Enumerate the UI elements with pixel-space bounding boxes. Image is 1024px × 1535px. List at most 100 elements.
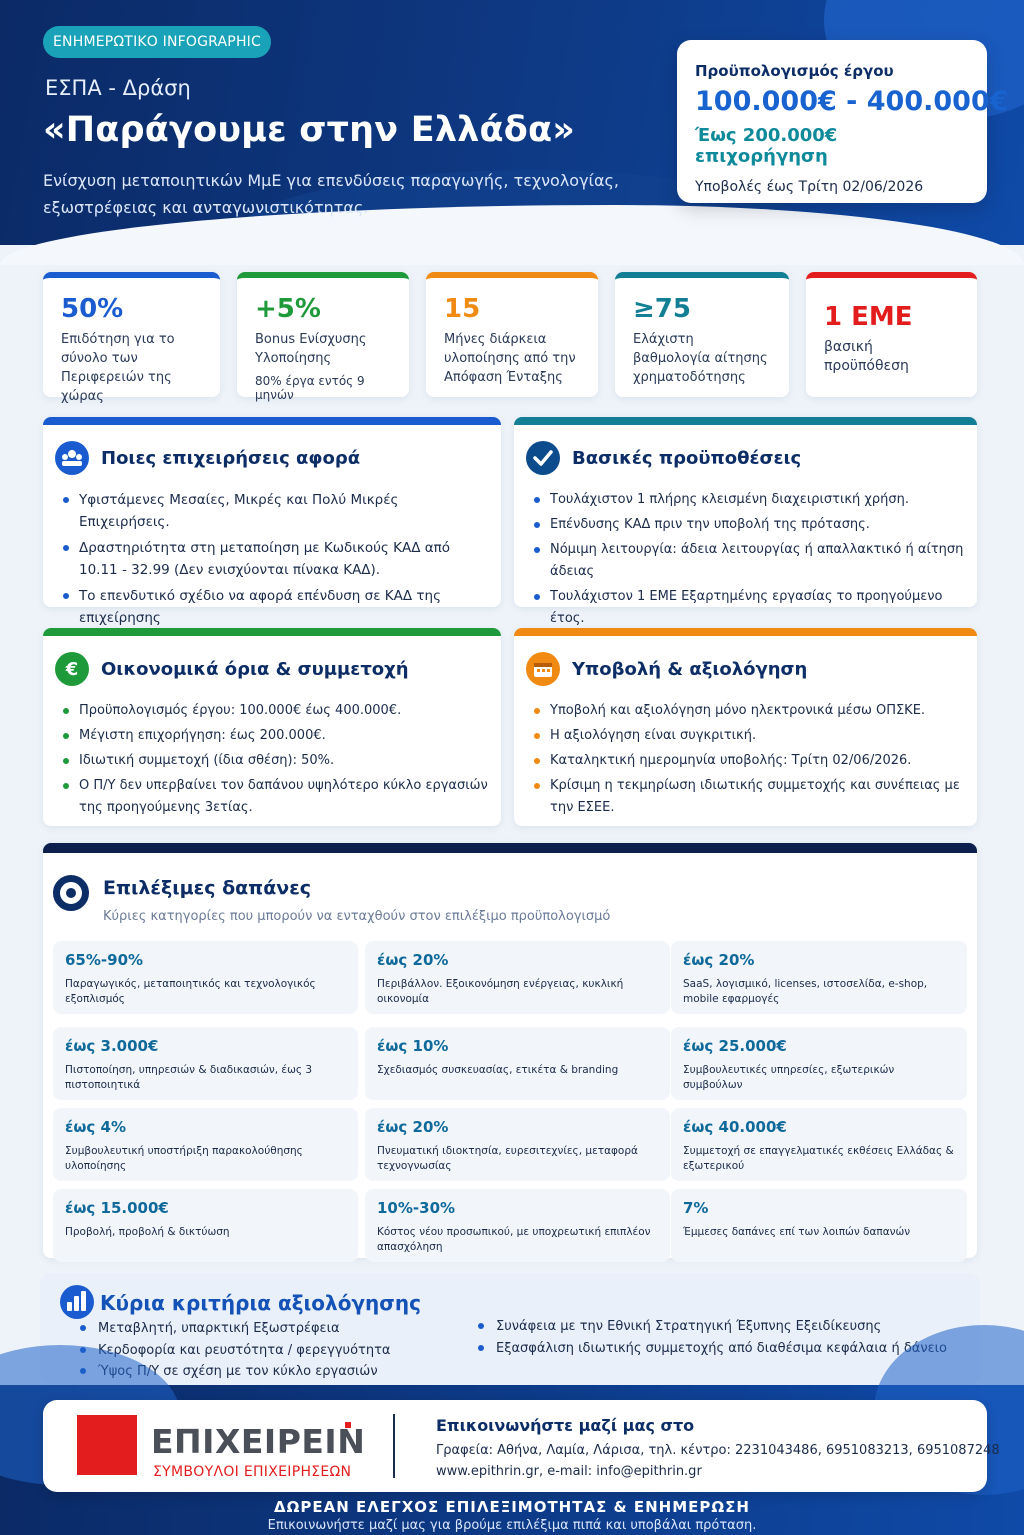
expense-item: έως 3.000€ Πιστοποίηση, υπηρεσιών & διαδ… [53, 1027, 358, 1100]
expense-value: έως 25.000€ [683, 1037, 787, 1055]
expense-item: 10%-30% Κόστος νέου προσωπικού, με υποχρ… [365, 1189, 670, 1262]
list-item: Τουλάχιστον 1 ΕΜΕ Εξαρτημένης εργασίας τ… [532, 586, 965, 630]
criteria-list-right: Συνάφεια με την Εθνική Στρατηγική Έξυπνη… [474, 1316, 947, 1359]
stat-value: 1 ΕΜΕ [824, 302, 913, 332]
expenses-title: Επιλέξιμες δαπάνες [103, 877, 312, 899]
expense-value: έως 3.000€ [65, 1037, 159, 1055]
list-item: Η αξιολόγηση είναι συγκριτική. [532, 725, 965, 747]
list-item: Δραστηριότητα στη μεταποίηση με Κωδικούς… [61, 537, 489, 581]
expense-value: 10%-30% [377, 1199, 456, 1217]
calendar-icon [526, 652, 560, 686]
expense-desc: Συμμετοχή σε επαγγελματικές εκθέσεις Ελλ… [683, 1145, 954, 1172]
list-item: Νόμιμη λειτουργία: άδεια λειτουργίας ή α… [532, 539, 965, 583]
stat-desc: Επιδότηση για το σύνολο των Περιφερειών … [61, 332, 175, 404]
expense-value: έως 20% [683, 951, 755, 969]
criteria-panel: Κύρια κριτήρια αξιολόγησης Μεταβλητή, υπ… [40, 1273, 980, 1385]
people-icon [55, 441, 89, 475]
card-title: Οικονομικά όρια & συμμετοχή [101, 658, 409, 680]
card-who: Ποιες επιχειρήσεις αφορά Υφιστάμενες Μεσ… [43, 417, 501, 626]
expense-item: έως 20% Πνευματική ιδιοκτησία, ευρεσιτεχ… [365, 1108, 670, 1181]
expense-item: έως 25.000€ Συμβουλευτικές υπηρεσίες, εξ… [671, 1027, 967, 1100]
stat-desc: Bonus Ενίσχυσης Υλοποίησης [255, 332, 367, 366]
hero-description: Ενίσχυση μεταποιητικών ΜμΕ για επενδύσει… [43, 171, 619, 217]
card-title: Υποβολή & αξιολόγηση [572, 658, 808, 680]
stat-desc: βασική προϋπόθεση [824, 339, 909, 374]
euro-icon: € [55, 652, 89, 686]
list-item: Μεταβλητή, υπαρκτική Εξωστρέφεια [76, 1318, 391, 1340]
expense-item: 65%-90% Παραγωγικός, μεταποιητικός και τ… [53, 941, 358, 1014]
cta-headline: ΔΩΡΕΑΝ ΕΛΕΓΧΟΣ ΕΠΙΛΕΞΙΜΟΤΗΤΑΣ & ΕΝΗΜΕΡΩΣ… [274, 1498, 750, 1516]
expense-desc: Πνευματική ιδιοκτησία, ευρεσιτεχνίες, με… [377, 1145, 638, 1172]
expense-item: έως 4% Συμβουλευτική υποστήριξη παρακολο… [53, 1108, 358, 1181]
expense-desc: Κόστος νέου προσωπικού, με υποχρεωτική ε… [377, 1226, 651, 1253]
expenses-subtitle: Κύριες κατηγορίες που μπορούν να ενταχθο… [103, 909, 611, 924]
list-item: Προϋπολογισμός έργου: 100.000€ έως 400.0… [61, 700, 489, 722]
gear-icon [53, 875, 89, 911]
expense-desc: Συμβουλευτικές υπηρεσίες, εξωτερικών συμ… [683, 1064, 895, 1091]
expense-value: έως 15.000€ [65, 1199, 169, 1217]
card-title: Βασικές προϋποθέσεις [572, 447, 802, 469]
card-finance: € Οικονομικά όρια & συμμετοχή Προϋπολογι… [43, 628, 501, 826]
expense-item: έως 40.000€ Συμμετοχή σε επαγγελματικές … [671, 1108, 967, 1181]
stat-value: 15 [444, 294, 481, 324]
criteria-list-left: Μεταβλητή, υπαρκτική Εξωστρέφεια Κερδοφο… [76, 1318, 391, 1383]
list-item: Υποβολή και αξιολόγηση μόνο ηλεκτρονικά … [532, 700, 965, 722]
budget-label: Προϋπολογισμός έργου [695, 62, 894, 80]
bar-chart-icon [60, 1285, 94, 1319]
company-logo-name: ΕΠΙΧΕΙΡΕΙΝ [151, 1422, 366, 1461]
stat-card-subsidy: 50% Επιδότηση για το σύνολο των Περιφερε… [43, 272, 220, 404]
card-list: Τουλάχιστον 1 πλήρης κλεισμένη διαχειρισ… [532, 489, 965, 630]
expense-value: έως 40.000€ [683, 1118, 787, 1136]
program-label: ΕΣΠΑ - Δράση [45, 76, 191, 100]
contact-title: Επικοινωνήστε μαζί μας στο [436, 1416, 695, 1435]
expense-value: έως 10% [377, 1037, 449, 1055]
list-item: Καταληκτική ημερομηνία υποβολής: Τρίτη 0… [532, 750, 965, 772]
expense-value: έως 20% [377, 1118, 449, 1136]
card-title: Ποιες επιχειρήσεις αφορά [101, 447, 361, 469]
expense-desc: Έμμεσες δαπάνες επί των λοιπών δαπανών [683, 1226, 911, 1238]
expense-desc: SaaS, λογισμικό, licenses, ιστοσελίδα, e… [683, 978, 928, 1005]
expense-desc: Πιστοποίηση, υπηρεσιών & διαδικασιών, έω… [65, 1064, 313, 1091]
card-submission: Υποβολή & αξιολόγηση Υποβολή και αξιολόγ… [514, 628, 977, 826]
stat-value: 50% [61, 294, 124, 324]
expense-value: 65%-90% [65, 951, 144, 969]
expense-value: έως 20% [377, 951, 449, 969]
cta-subline: Επικοινωνήστε μαζί μας για βρούμε επιλέξ… [267, 1518, 757, 1533]
card-list: Υποβολή και αξιολόγηση μόνο ηλεκτρονικά … [532, 700, 965, 819]
list-item: Κρίσιμη η τεκμηρίωση ιδιωτικής συμμετοχή… [532, 775, 965, 819]
expense-desc: Παραγωγικός, μεταποιητικός και τεχνολογι… [65, 978, 316, 1005]
contact-card: ΕΠΙΧΕΙΡΕΙΝ ΣΥΜΒΟΥΛΟΙ ΕΠΙΧΕΙΡΗΣΕΩΝ Επικοι… [43, 1400, 1000, 1492]
company-logo-subtitle: ΣΥΜΒΟΥΛΟΙ ΕΠΙΧΕΙΡΗΣΕΩΝ [153, 1464, 352, 1480]
stat-card-score: ≥75 Ελάχιστη βαθμολογία αίτησης χρηματοδ… [615, 272, 789, 397]
list-item: Το επενδυτικό σχέδιο να αφορά επένδυση σ… [61, 585, 489, 629]
stat-value: ≥75 [633, 294, 691, 324]
expense-value: 7% [683, 1199, 709, 1217]
budget-deadline: Υποβολές έως Τρίτη 02/06/2026 [695, 179, 924, 195]
budget-grant: Έως 200.000€ επιχορήγηση [695, 125, 838, 167]
contact-web-email: www.epithrin.gr, e-mail: info@epithrin.g… [436, 1464, 702, 1479]
stat-desc: Μήνες διάρκεια υλοποίησης από την Απόφασ… [444, 332, 576, 385]
list-item: Υφιστάμενες Μεσαίες, Μικρές και Πολύ Μικ… [61, 489, 489, 533]
expense-desc: Προβολή, προβολή & δικτύωση [65, 1226, 230, 1238]
budget-card: Προϋπολογισμός έργου 100.000€ - 400.000€… [677, 40, 1009, 203]
list-item: Συνάφεια με την Εθνική Στρατηγική Έξυπνη… [474, 1316, 947, 1338]
criteria-title: Κύρια κριτήρια αξιολόγησης [100, 1291, 421, 1315]
stat-desc: Ελάχιστη βαθμολογία αίτησης χρηματοδότησ… [633, 332, 768, 385]
stat-card-eme: 1 ΕΜΕ βασική προϋπόθεση [806, 272, 977, 397]
expenses-panel: Επιλέξιμες δαπάνες Κύριες κατηγορίες που… [43, 843, 977, 1262]
logo-dot [345, 1422, 351, 1428]
contact-offices: Γραφεία: Αθήνα, Λαμία, Λάρισα, τηλ. κέντ… [436, 1443, 1000, 1458]
expense-desc: Περιβάλλον. Εξοικονόμηση ενέργειας, κυκλ… [377, 978, 624, 1005]
expense-value: έως 4% [65, 1118, 126, 1136]
expense-desc: Σχεδιασμός συσκευασίας, ετικέτα & brandi… [377, 1064, 619, 1076]
card-list: Προϋπολογισμός έργου: 100.000€ έως 400.0… [61, 700, 489, 819]
list-item: Ιδιωτική συμμετοχή (ίδια σθέση): 50%. [61, 750, 489, 772]
divider [393, 1414, 395, 1478]
expense-desc: Συμβουλευτική υποστήριξη παρακολούθησης … [65, 1145, 303, 1172]
list-item: Ο Π/Υ δεν υπερβαίνει τον δαπάνου υψηλότε… [61, 775, 489, 819]
list-item: Τουλάχιστον 1 πλήρης κλεισμένη διαχειρισ… [532, 489, 965, 511]
list-item: Μέγιστη επιχορήγηση: έως 200.000€. [61, 725, 489, 747]
card-requirements: Βασικές προϋποθέσεις Τουλάχιστον 1 πλήρη… [514, 417, 977, 626]
company-logo-mark [77, 1415, 137, 1475]
